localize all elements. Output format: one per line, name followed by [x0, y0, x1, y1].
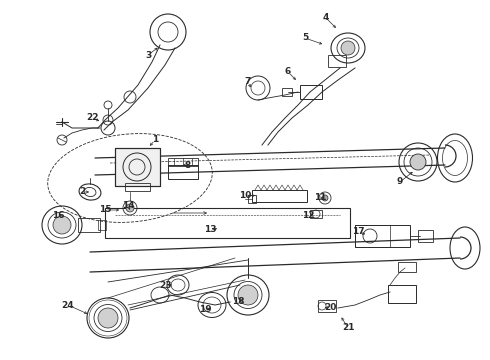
Text: 5: 5	[302, 33, 308, 42]
Bar	[318, 300, 336, 312]
Bar	[168, 158, 198, 166]
Bar	[398, 262, 416, 272]
Bar	[252, 190, 307, 202]
Text: 19: 19	[198, 306, 211, 315]
Text: 6: 6	[285, 68, 291, 77]
Text: 20: 20	[324, 303, 336, 312]
Text: 21: 21	[342, 324, 354, 333]
Text: 22: 22	[86, 113, 98, 122]
Bar	[418, 230, 433, 242]
Text: 10: 10	[239, 190, 251, 199]
Bar	[282, 88, 292, 96]
Circle shape	[53, 216, 71, 234]
Bar	[355, 225, 410, 247]
Circle shape	[322, 195, 328, 201]
Text: 17: 17	[352, 228, 364, 237]
Circle shape	[126, 204, 134, 212]
Text: 4: 4	[323, 13, 329, 22]
Text: 14: 14	[122, 201, 134, 210]
Text: 9: 9	[397, 177, 403, 186]
Circle shape	[341, 41, 355, 55]
Text: 16: 16	[52, 211, 64, 220]
Circle shape	[98, 308, 118, 328]
Text: 23: 23	[159, 280, 171, 289]
Bar	[388, 285, 416, 303]
Text: 1: 1	[152, 135, 158, 144]
Bar	[115, 148, 160, 186]
Text: 2: 2	[79, 188, 85, 197]
Text: 15: 15	[99, 206, 111, 215]
Bar	[98, 220, 106, 230]
Bar	[78, 218, 100, 232]
Bar	[355, 225, 390, 247]
Bar	[310, 210, 322, 218]
Text: 12: 12	[302, 211, 314, 220]
Text: 24: 24	[62, 301, 74, 310]
Text: 8: 8	[185, 161, 191, 170]
Bar	[125, 183, 150, 191]
Bar	[248, 195, 256, 203]
Text: 18: 18	[232, 297, 244, 306]
Bar	[328, 55, 346, 67]
Bar	[115, 148, 160, 186]
Circle shape	[238, 285, 258, 305]
Circle shape	[410, 154, 426, 170]
Text: 7: 7	[245, 77, 251, 86]
Text: 11: 11	[314, 194, 326, 202]
Bar	[105, 208, 350, 238]
Bar	[300, 85, 322, 99]
Text: 13: 13	[204, 225, 216, 234]
Bar	[168, 165, 198, 179]
Text: 3: 3	[145, 50, 151, 59]
